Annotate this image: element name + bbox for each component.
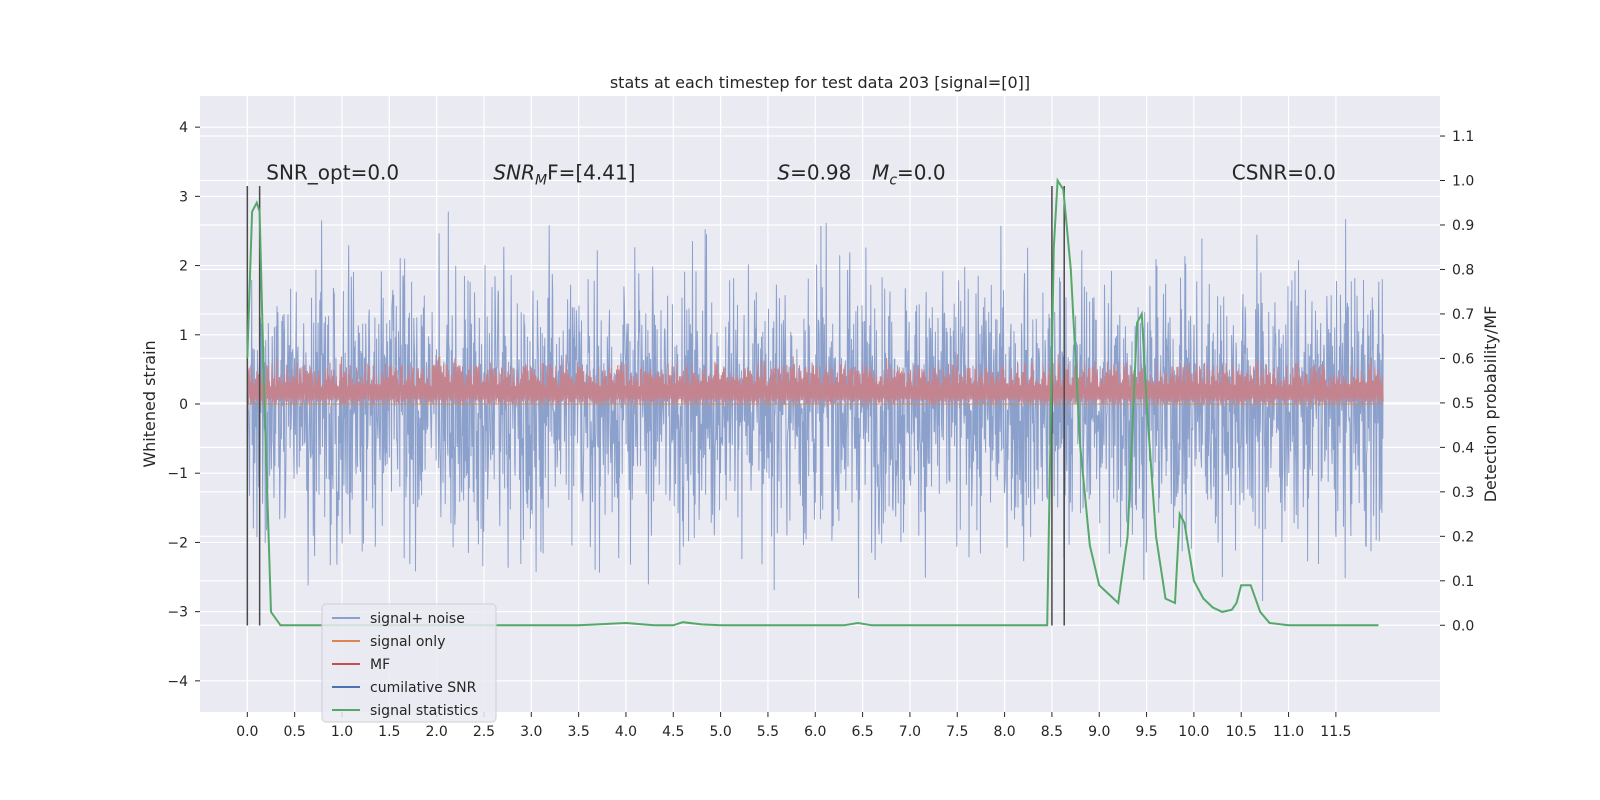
series-signal-noise-line	[246, 211, 1384, 602]
x-tick-label: 9.0	[1088, 724, 1110, 740]
x-tick-label: 1.0	[331, 724, 353, 740]
y-tick-label: 3	[179, 189, 188, 205]
y-tick-label: −1	[167, 466, 188, 482]
annotation-text: Mc=0.0	[872, 161, 946, 189]
plot-content	[246, 177, 1384, 627]
legend-entry: signal+ noise	[370, 611, 465, 627]
y-tick-label: 4	[179, 120, 188, 136]
x-tick-label: 3.0	[520, 724, 542, 740]
x-tick-label: 4.5	[662, 724, 684, 740]
annotation-text: SNR_opt=0.0	[266, 161, 399, 185]
y-right-tick-label: 1.1	[1452, 129, 1474, 145]
x-tick-label: 5.0	[709, 724, 731, 740]
y-right-tick-label: 0.4	[1452, 440, 1474, 456]
y-tick-label: 1	[179, 328, 188, 344]
y-tick-label: 0	[179, 397, 188, 413]
y-right-tick-label: 0.0	[1452, 618, 1474, 634]
x-tick-label: 11.5	[1320, 724, 1351, 740]
y-axis-label: Whitened strain	[140, 340, 159, 467]
x-tick-label: 1.5	[378, 724, 400, 740]
chart-title: stats at each timestep for test data 203…	[610, 73, 1030, 92]
x-tick-label: 2.0	[426, 724, 448, 740]
x-tick-label: 7.5	[946, 724, 968, 740]
y-right-tick-label: 0.5	[1452, 396, 1474, 412]
y-right-tick-label: 0.1	[1452, 574, 1474, 590]
annotation-text: SNRMF=[4.41]	[493, 161, 635, 189]
x-tick-label: 8.0	[993, 724, 1015, 740]
x-tick-label: 9.5	[1135, 724, 1157, 740]
x-tick-label: 4.0	[615, 724, 637, 740]
y-tick-label: −2	[167, 535, 188, 551]
y-right-tick-label: 0.8	[1452, 262, 1474, 278]
x-tick-label: 11.0	[1273, 724, 1304, 740]
x-tick-label: 5.5	[757, 724, 779, 740]
annotation-text: CSNR=0.0	[1232, 161, 1336, 185]
x-tick-label: 10.5	[1226, 724, 1257, 740]
y-axis-ticks: −4 −3 −2 −1 0 1 2 3 4	[167, 120, 200, 690]
x-tick-label: 3.5	[567, 724, 589, 740]
y-tick-label: −4	[167, 674, 188, 690]
y-tick-label: 2	[179, 259, 188, 275]
annotations: SNR_opt=0.0 SNRMF=[4.41] S=0.98 Mc=0.0 CSNR=…	[266, 161, 1336, 189]
x-tick-label: 0.0	[236, 724, 258, 740]
x-tick-label: 0.5	[284, 724, 306, 740]
legend-box	[321, 603, 497, 723]
x-tick-label: 10.0	[1178, 724, 1209, 740]
x-axis-ticks: 0.0 0.5 1.0 1.5 2.0 2.5 3.0 3.5 4.0 4.5 5.0 5.5 6.0 6…	[236, 712, 1351, 740]
x-tick-label: 8.5	[1041, 724, 1063, 740]
legend-entry: signal statistics	[370, 703, 478, 719]
x-tick-label: 6.0	[804, 724, 826, 740]
y-right-tick-label: 0.3	[1452, 485, 1474, 501]
y-right-tick-label: 0.7	[1452, 307, 1474, 323]
series-mf-band	[246, 354, 1384, 405]
legend: signal+ noise signal only MF cumilative SNR…	[321, 603, 497, 723]
y-right-tick-label: 0.9	[1452, 218, 1474, 234]
legend-entry: MF	[370, 657, 390, 673]
y-right-axis-label: Detection probability/MF	[1481, 306, 1500, 503]
y-right-tick-label: 1.0	[1452, 174, 1474, 190]
legend-entry: cumilative SNR	[370, 680, 477, 696]
y-right-axis-ticks: 0.0 0.1 0.2 0.3 0.4 0.5 0.6 0.7 0.8 0.9 1.0 1.1	[1440, 129, 1474, 634]
legend-entry: signal only	[370, 634, 445, 650]
y-tick-label: −3	[167, 605, 188, 621]
y-right-tick-label: 0.6	[1452, 351, 1474, 367]
x-tick-label: 2.5	[473, 724, 495, 740]
annotation-text: S=0.98	[777, 161, 851, 185]
x-tick-label: 7.0	[899, 724, 921, 740]
y-right-tick-label: 0.2	[1452, 529, 1474, 545]
x-tick-label: 6.5	[851, 724, 873, 740]
